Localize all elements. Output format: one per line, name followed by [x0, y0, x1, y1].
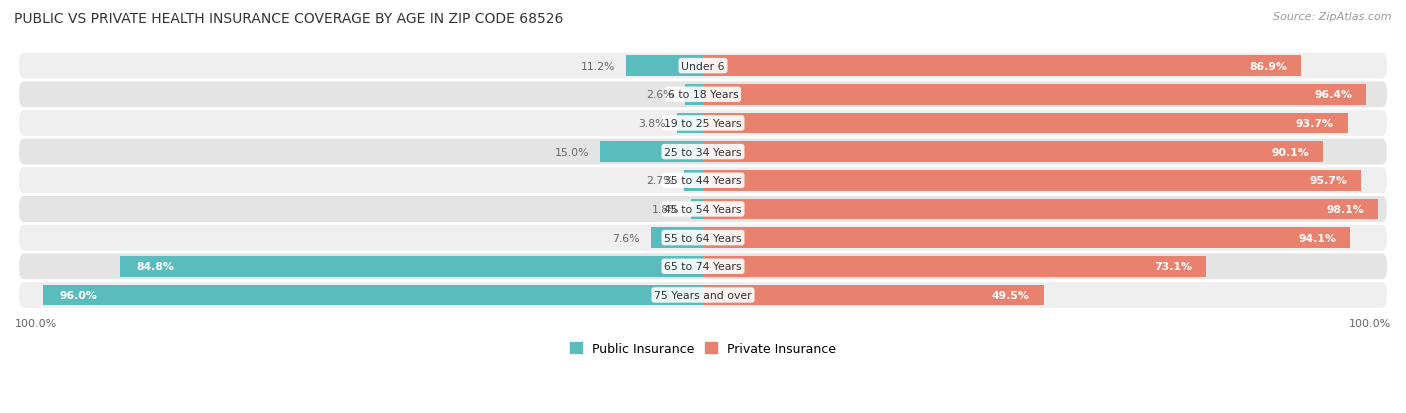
Text: 96.0%: 96.0% [59, 290, 97, 300]
Text: 35 to 44 Years: 35 to 44 Years [664, 176, 742, 186]
Legend: Public Insurance, Private Insurance: Public Insurance, Private Insurance [565, 337, 841, 360]
Text: 6 to 18 Years: 6 to 18 Years [668, 90, 738, 100]
Bar [703, 171, 1361, 191]
Text: 1.8%: 1.8% [652, 204, 679, 214]
FancyBboxPatch shape [20, 54, 1386, 79]
Text: 93.7%: 93.7% [1296, 119, 1334, 128]
FancyBboxPatch shape [20, 197, 1386, 222]
Text: 100.0%: 100.0% [15, 318, 58, 328]
Text: 86.9%: 86.9% [1250, 62, 1286, 71]
Text: 95.7%: 95.7% [1310, 176, 1348, 186]
Bar [626, 56, 703, 77]
Text: 98.1%: 98.1% [1326, 204, 1364, 214]
Text: 11.2%: 11.2% [581, 62, 614, 71]
Text: PUBLIC VS PRIVATE HEALTH INSURANCE COVERAGE BY AGE IN ZIP CODE 68526: PUBLIC VS PRIVATE HEALTH INSURANCE COVER… [14, 12, 564, 26]
Bar [651, 228, 703, 248]
Bar [703, 113, 1348, 134]
Text: 7.6%: 7.6% [612, 233, 640, 243]
FancyBboxPatch shape [20, 82, 1386, 108]
Bar [600, 142, 703, 163]
FancyBboxPatch shape [20, 168, 1386, 194]
Text: Under 6: Under 6 [682, 62, 724, 71]
Text: 19 to 25 Years: 19 to 25 Years [664, 119, 742, 128]
Text: 55 to 64 Years: 55 to 64 Years [664, 233, 742, 243]
Text: 45 to 54 Years: 45 to 54 Years [664, 204, 742, 214]
Bar [676, 113, 703, 134]
Text: 65 to 74 Years: 65 to 74 Years [664, 262, 742, 272]
Bar [703, 199, 1378, 220]
Text: 3.8%: 3.8% [638, 119, 666, 128]
Text: Source: ZipAtlas.com: Source: ZipAtlas.com [1274, 12, 1392, 22]
Bar [703, 285, 1043, 306]
FancyBboxPatch shape [20, 225, 1386, 251]
Bar [120, 256, 703, 277]
Text: 73.1%: 73.1% [1154, 262, 1192, 272]
Text: 25 to 34 Years: 25 to 34 Years [664, 147, 742, 157]
Bar [703, 228, 1350, 248]
FancyBboxPatch shape [20, 139, 1386, 165]
FancyBboxPatch shape [20, 111, 1386, 137]
Bar [685, 85, 703, 105]
Text: 90.1%: 90.1% [1271, 147, 1309, 157]
Text: 84.8%: 84.8% [136, 262, 174, 272]
Text: 2.6%: 2.6% [647, 90, 673, 100]
FancyBboxPatch shape [20, 254, 1386, 280]
Bar [703, 56, 1301, 77]
Bar [703, 142, 1323, 163]
FancyBboxPatch shape [20, 282, 1386, 308]
Text: 96.4%: 96.4% [1315, 90, 1353, 100]
Text: 94.1%: 94.1% [1299, 233, 1337, 243]
Text: 75 Years and over: 75 Years and over [654, 290, 752, 300]
Bar [703, 85, 1367, 105]
Bar [685, 171, 703, 191]
Text: 2.7%: 2.7% [645, 176, 673, 186]
Text: 100.0%: 100.0% [1348, 318, 1391, 328]
Text: 49.5%: 49.5% [991, 290, 1029, 300]
Bar [703, 256, 1206, 277]
Bar [690, 199, 703, 220]
Bar [42, 285, 703, 306]
Text: 15.0%: 15.0% [554, 147, 589, 157]
